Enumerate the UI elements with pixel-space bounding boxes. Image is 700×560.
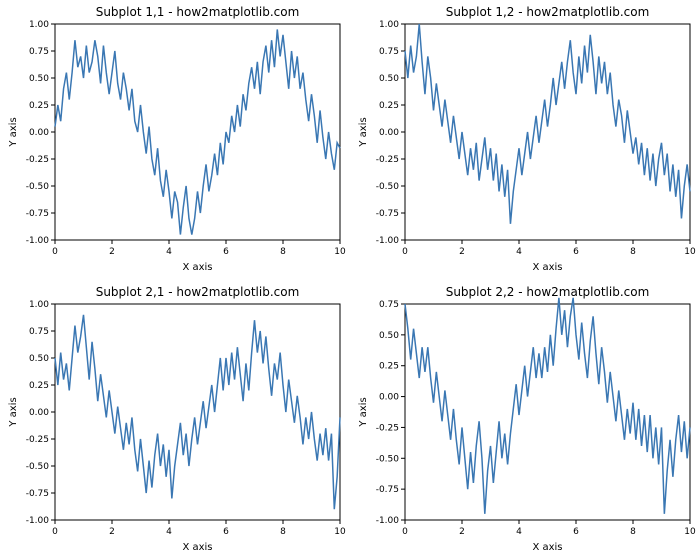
y-tick-label: -0.50	[376, 182, 400, 192]
y-tick-label: -0.50	[26, 182, 50, 192]
x-tick-label: 0	[52, 247, 58, 257]
x-tick-label: 8	[280, 247, 286, 257]
x-tick-label: 2	[109, 247, 115, 257]
subplot-2-2: 0 2 4 6 8 10 -1.00 -0.75 -0.50 -0.25 0.00 0.25 0.50 0…	[350, 280, 700, 560]
y-axis-label: Y axis	[358, 117, 369, 147]
x-tick-label: 2	[109, 527, 115, 537]
y-tick-label: 1.00	[29, 300, 49, 310]
y-tick-label: -1.00	[376, 236, 400, 246]
data-line	[405, 24, 690, 224]
y-tick-label: 0.00	[379, 393, 399, 403]
axes-frame	[55, 304, 340, 520]
y-tick-label: -0.50	[376, 454, 400, 464]
x-tick-label: 10	[334, 527, 346, 537]
chart-svg: 0 2 4 6 8 10 -1.00 -0.75 -0.50 -0.25 0.00 0.25 0.50 0…	[0, 280, 350, 560]
x-tick-label: 0	[402, 527, 408, 537]
y-tick-label: -0.50	[26, 462, 50, 472]
y-tick-label: -0.75	[376, 209, 399, 219]
y-tick-label: -0.25	[376, 423, 399, 433]
y-tick-label: 0.75	[379, 300, 399, 310]
y-tick-label: 0.50	[29, 354, 49, 364]
x-tick-label: 10	[684, 527, 696, 537]
y-tick-label: -0.75	[26, 209, 49, 219]
y-tick-label: -0.25	[376, 155, 399, 165]
x-axis-label: X axis	[182, 262, 212, 273]
y-tick-label: 0.25	[29, 101, 49, 111]
y-tick-label: 0.75	[379, 47, 399, 57]
x-tick-label: 6	[573, 247, 579, 257]
x-tick-label: 8	[280, 527, 286, 537]
x-tick-label: 6	[223, 527, 229, 537]
chart-svg: 0 2 4 6 8 10 -1.00 -0.75 -0.50 -0.25 0.00 0.25 0.50 0…	[350, 0, 700, 280]
chart-svg: 0 2 4 6 8 10 -1.00 -0.75 -0.50 -0.25 0.00 0.25 0.50 0…	[350, 280, 700, 560]
x-tick-label: 8	[630, 527, 636, 537]
chart-svg: 0 2 4 6 8 10 -1.00 -0.75 -0.50 -0.25 0.00 0.25 0.50 0…	[0, 0, 350, 280]
x-tick-label: 10	[684, 247, 696, 257]
subplot-grid: 0 2 4 6 8 10 -1.00 -0.75 -0.50 -0.25 0.00 0.25 0.50 0…	[0, 0, 700, 560]
subplot-title: Subplot 1,2 - how2matplotlib.com	[446, 5, 650, 19]
subplot-1-1: 0 2 4 6 8 10 -1.00 -0.75 -0.50 -0.25 0.00 0.25 0.50 0…	[0, 0, 350, 280]
y-axis-label: Y axis	[8, 397, 19, 427]
axes-frame	[405, 24, 690, 240]
x-tick-label: 8	[630, 247, 636, 257]
x-axis-label: X axis	[182, 542, 212, 553]
x-tick-label: 2	[459, 247, 465, 257]
x-tick-label: 0	[402, 247, 408, 257]
data-line	[55, 29, 340, 234]
y-tick-label: -0.25	[26, 155, 49, 165]
y-tick-label: 1.00	[29, 20, 49, 30]
data-line	[55, 315, 340, 509]
x-tick-label: 4	[166, 247, 172, 257]
y-tick-label: 1.00	[379, 20, 399, 30]
x-tick-label: 4	[516, 527, 522, 537]
y-tick-label: -1.00	[376, 516, 400, 526]
y-tick-label: 0.00	[29, 128, 49, 138]
y-tick-label: 0.50	[379, 331, 399, 341]
x-axis-label: X axis	[532, 542, 562, 553]
y-tick-label: 0.75	[29, 47, 49, 57]
y-tick-label: 0.75	[29, 327, 49, 337]
y-tick-label: 0.50	[29, 74, 49, 84]
subplot-1-2: 0 2 4 6 8 10 -1.00 -0.75 -0.50 -0.25 0.00 0.25 0.50 0…	[350, 0, 700, 280]
subplot-title: Subplot 1,1 - how2matplotlib.com	[96, 5, 300, 19]
y-tick-label: 0.25	[379, 101, 399, 111]
x-tick-label: 6	[223, 247, 229, 257]
x-tick-label: 6	[573, 527, 579, 537]
y-tick-label: -0.75	[26, 489, 49, 499]
y-axis-label: Y axis	[358, 397, 369, 427]
y-tick-label: -0.75	[376, 485, 399, 495]
y-tick-label: 0.25	[379, 362, 399, 372]
y-tick-label: 0.50	[379, 74, 399, 84]
x-tick-label: 4	[166, 527, 172, 537]
subplot-2-1: 0 2 4 6 8 10 -1.00 -0.75 -0.50 -0.25 0.00 0.25 0.50 0…	[0, 280, 350, 560]
data-line	[405, 298, 690, 514]
y-tick-label: -1.00	[26, 516, 50, 526]
y-tick-label: -1.00	[26, 236, 50, 246]
y-tick-label: 0.25	[29, 381, 49, 391]
x-tick-label: 0	[52, 527, 58, 537]
x-tick-label: 10	[334, 247, 346, 257]
y-axis-label: Y axis	[8, 117, 19, 147]
y-tick-label: 0.00	[29, 408, 49, 418]
x-tick-label: 4	[516, 247, 522, 257]
x-axis-label: X axis	[532, 262, 562, 273]
subplot-title: Subplot 2,1 - how2matplotlib.com	[96, 285, 300, 299]
y-tick-label: -0.25	[26, 435, 49, 445]
y-tick-label: 0.00	[379, 128, 399, 138]
subplot-title: Subplot 2,2 - how2matplotlib.com	[446, 285, 650, 299]
x-tick-label: 2	[459, 527, 465, 537]
